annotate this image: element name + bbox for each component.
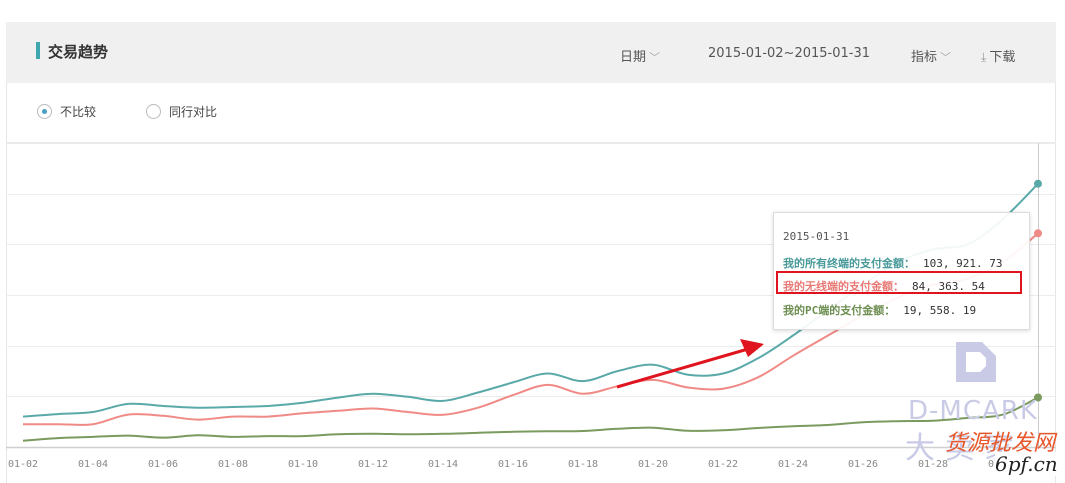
chart-tooltip: 2015-01-31 我的所有终端的支付金额： 103, 921. 73 我的无线… xyxy=(773,212,1030,330)
chevron-down-icon: ﹀ xyxy=(649,51,661,64)
x-tick-label: 01-14 xyxy=(428,459,458,470)
download-icon: ⤓ xyxy=(981,50,987,64)
x-tick-label: 01-16 xyxy=(498,459,528,470)
x-tick-label: 01-26 xyxy=(848,459,878,470)
data-point xyxy=(1034,393,1042,402)
x-tick-label: 01-06 xyxy=(148,459,178,470)
tooltip-label-wireless: 我的无线端的支付金额： xyxy=(783,280,904,293)
title-accent-bar xyxy=(36,42,40,59)
tooltip-row-pc: 我的PC端的支付金额： 19, 558. 19 xyxy=(783,302,976,318)
x-tick-label: 01-28 xyxy=(918,459,948,470)
radio-no-compare-label: 不比较 xyxy=(60,105,97,119)
tooltip-label-pc: 我的PC端的支付金额： xyxy=(783,304,896,317)
x-tick-label: 01-04 xyxy=(78,459,108,470)
data-point xyxy=(1034,229,1042,238)
annotation-arrow xyxy=(616,347,749,389)
radio-unselected-icon xyxy=(146,104,161,119)
chevron-down-icon: ﹀ xyxy=(940,51,952,64)
divider xyxy=(6,142,1056,143)
tooltip-value-wireless: 84, 363. 54 xyxy=(912,280,985,293)
x-tick-label: 01-02 xyxy=(8,459,38,470)
x-tick-label: 01-10 xyxy=(288,459,318,470)
tooltip-value-all: 103, 921. 73 xyxy=(923,257,1003,270)
tooltip-date: 2015-01-31 xyxy=(783,230,850,243)
data-point xyxy=(1034,179,1042,188)
date-dropdown[interactable]: 日期 ﹀ xyxy=(620,46,660,65)
x-tick-label: 01-24 xyxy=(778,459,808,470)
tooltip-label-all: 我的所有终端的支付金额： xyxy=(783,257,915,270)
download-label: 下载 xyxy=(989,50,1016,65)
tooltip-value-pc: 19, 558. 19 xyxy=(903,304,977,317)
date-range-picker[interactable]: 2015-01-02~2015-01-31 xyxy=(708,46,870,61)
top-strip xyxy=(0,0,1065,22)
x-tick-label: 01-20 xyxy=(638,459,668,470)
radio-industry-compare-label: 同行对比 xyxy=(169,105,218,119)
metric-dropdown-label: 指标 xyxy=(911,50,938,65)
panel-title: 交易趋势 xyxy=(48,43,109,61)
x-tick-label: 01-22 xyxy=(708,459,738,470)
download-button[interactable]: ⤓ 下载 xyxy=(981,46,1015,65)
radio-no-compare[interactable]: 不比较 xyxy=(37,103,96,120)
radio-selected-icon xyxy=(37,104,52,119)
annotation-arrowhead xyxy=(740,339,764,357)
watermark-domain: 6pf.cn xyxy=(995,452,1058,476)
watermark-site: 货源批发网 xyxy=(945,431,1056,456)
tooltip-highlight-box xyxy=(776,271,1022,294)
watermark-brand: D-MCARK xyxy=(908,396,1038,426)
tooltip-row-all: 我的所有终端的支付金额： 103, 921. 73 xyxy=(783,255,1002,271)
tooltip-row-wireless: 我的无线端的支付金额： 84, 363. 54 xyxy=(783,278,985,294)
x-tick-label: 01-18 xyxy=(568,459,598,470)
panel-header: 交易趋势 日期 ﹀ 2015-01-02~2015-01-31 指标 ﹀ ⤓ 下载 xyxy=(6,22,1056,83)
date-dropdown-label: 日期 xyxy=(620,50,647,65)
series-line-2 xyxy=(22,396,1039,442)
x-tick-label: 01-12 xyxy=(358,459,388,470)
x-tick-label: 01-08 xyxy=(218,459,248,470)
radio-industry-compare[interactable]: 同行对比 xyxy=(146,103,217,120)
watermark-logo-icon xyxy=(952,338,1000,390)
metric-dropdown[interactable]: 指标 ﹀ xyxy=(911,46,951,65)
